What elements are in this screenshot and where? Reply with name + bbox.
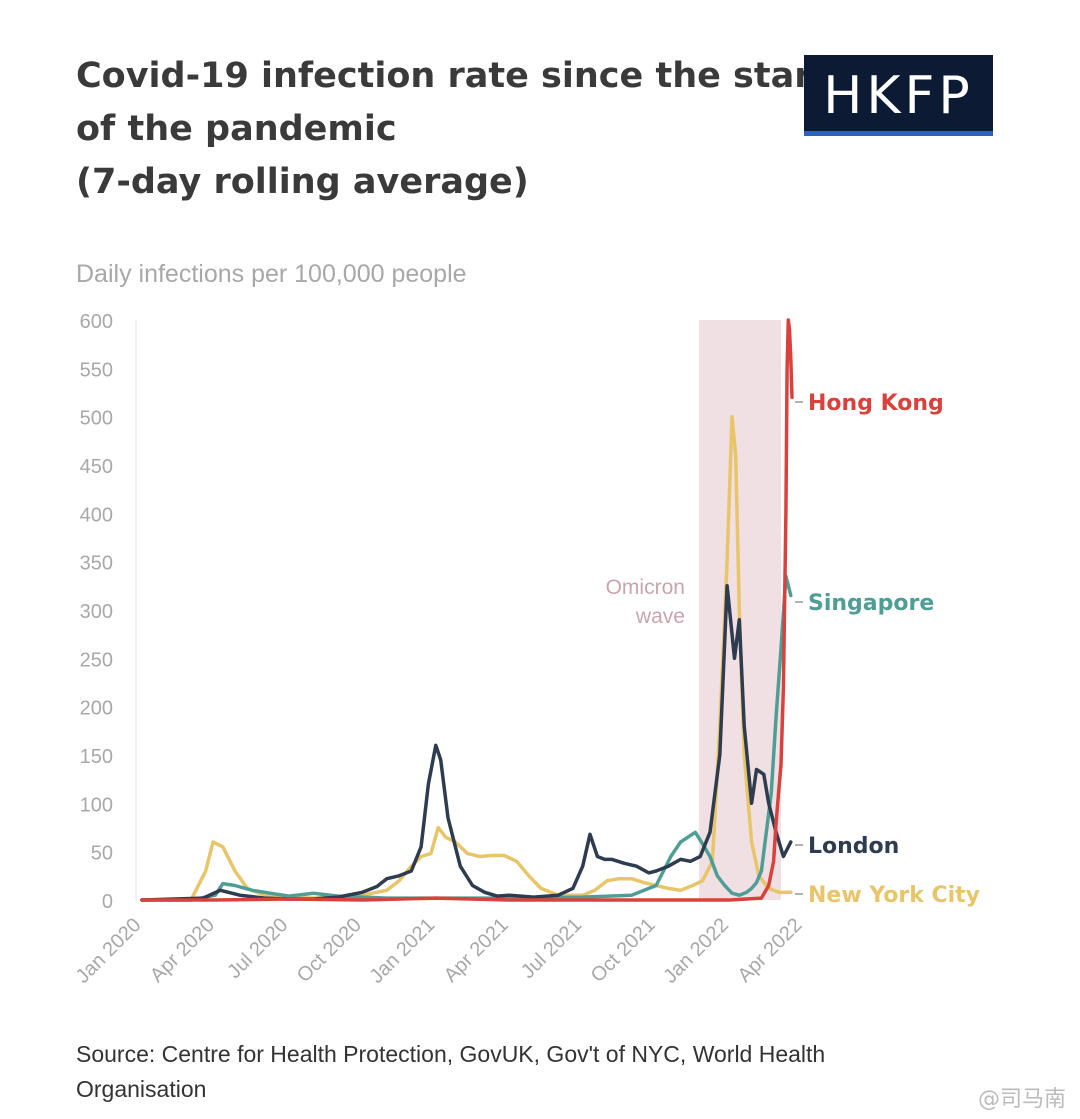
- chart-title: Covid-19 infection rate since the start …: [76, 50, 829, 209]
- y-tick-label: 150: [80, 746, 113, 768]
- y-tick-label: 50: [91, 843, 113, 865]
- logo-underline: [804, 131, 993, 136]
- x-tick-label: Apr 2021: [440, 914, 513, 987]
- y-tick-label: 500: [80, 408, 113, 430]
- x-tick-label: Jul 2021: [517, 914, 586, 983]
- y-tick-label: 350: [80, 553, 113, 575]
- hkfp-logo: HKFP: [804, 55, 993, 136]
- x-tick-label: Oct 2020: [293, 914, 366, 987]
- hong-kong-label: Hong Kong: [808, 391, 944, 416]
- logo-text: HKFP: [823, 65, 974, 126]
- y-tick-label: 0: [102, 891, 113, 913]
- y-tick-label: 600: [80, 311, 113, 333]
- y-tick-label: 550: [80, 359, 113, 381]
- x-tick-label: Jan 2021: [366, 914, 440, 988]
- watermark: @司马南: [977, 1087, 1066, 1112]
- x-tick-label: Jan 2020: [72, 914, 146, 988]
- hong-kong-line: [140, 318, 794, 902]
- y-tick-label: 100: [80, 794, 113, 816]
- y-tick-label: 200: [80, 698, 113, 720]
- x-tick-label: Oct 2021: [587, 914, 660, 987]
- london-label: London: [808, 834, 899, 859]
- title-line-1: Covid-19 infection rate since the start: [76, 56, 829, 96]
- x-tick-label: Apr 2022: [734, 914, 807, 987]
- y-tick-label: 450: [80, 456, 113, 478]
- source-note: Source: Centre for Health Protection, Go…: [76, 1041, 826, 1102]
- singapore-line: [140, 574, 793, 902]
- new-york-city-line: [140, 414, 793, 902]
- y-tick-label: 300: [80, 601, 113, 623]
- new-york-city-label: New York City: [808, 883, 980, 908]
- london-line: [140, 584, 793, 902]
- title-line-3: (7-day rolling average): [76, 162, 529, 202]
- x-tick-label: Jul 2020: [223, 914, 292, 983]
- infection-rate-chart: Omicron wave 0 50 100 150 200 250 300 350 400 450 50…: [72, 311, 980, 988]
- y-tick-label: 400: [80, 504, 113, 526]
- x-tick-label: Apr 2020: [146, 914, 219, 987]
- x-tick-label: Jan 2022: [659, 914, 733, 988]
- y-tick-label: 250: [80, 649, 113, 671]
- omicron-label-line: wave: [635, 605, 685, 628]
- singapore-label: Singapore: [808, 591, 934, 616]
- title-line-2: of the pandemic: [76, 109, 397, 149]
- omicron-label-line: Omicron: [606, 576, 685, 599]
- y-axis-label: Daily infections per 100,000 people: [76, 260, 467, 288]
